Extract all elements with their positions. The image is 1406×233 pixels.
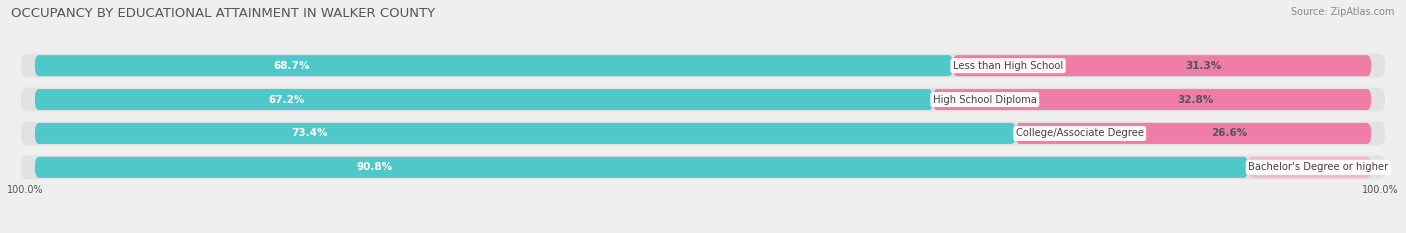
Text: Less than High School: Less than High School	[953, 61, 1063, 71]
Text: 9.2%: 9.2%	[1308, 162, 1336, 172]
FancyBboxPatch shape	[953, 55, 1371, 76]
Text: 73.4%: 73.4%	[291, 128, 328, 138]
FancyBboxPatch shape	[21, 88, 1385, 111]
FancyBboxPatch shape	[35, 55, 953, 76]
Text: 26.6%: 26.6%	[1211, 128, 1247, 138]
Text: Bachelor's Degree or higher: Bachelor's Degree or higher	[1249, 162, 1389, 172]
Text: 90.8%: 90.8%	[357, 162, 392, 172]
FancyBboxPatch shape	[21, 122, 1385, 145]
FancyBboxPatch shape	[1015, 123, 1371, 144]
FancyBboxPatch shape	[35, 89, 932, 110]
Text: OCCUPANCY BY EDUCATIONAL ATTAINMENT IN WALKER COUNTY: OCCUPANCY BY EDUCATIONAL ATTAINMENT IN W…	[11, 7, 436, 20]
Text: Source: ZipAtlas.com: Source: ZipAtlas.com	[1291, 7, 1395, 17]
FancyBboxPatch shape	[35, 123, 1015, 144]
FancyBboxPatch shape	[35, 157, 1249, 178]
FancyBboxPatch shape	[1249, 157, 1371, 178]
Text: 67.2%: 67.2%	[269, 95, 305, 105]
FancyBboxPatch shape	[21, 54, 1385, 78]
FancyBboxPatch shape	[932, 89, 1371, 110]
Text: 68.7%: 68.7%	[274, 61, 311, 71]
Text: High School Diploma: High School Diploma	[932, 95, 1036, 105]
Text: 100.0%: 100.0%	[7, 185, 44, 195]
Text: 32.8%: 32.8%	[1178, 95, 1213, 105]
Text: 31.3%: 31.3%	[1185, 61, 1222, 71]
Text: College/Associate Degree: College/Associate Degree	[1015, 128, 1143, 138]
Text: 100.0%: 100.0%	[1362, 185, 1399, 195]
FancyBboxPatch shape	[21, 155, 1385, 179]
